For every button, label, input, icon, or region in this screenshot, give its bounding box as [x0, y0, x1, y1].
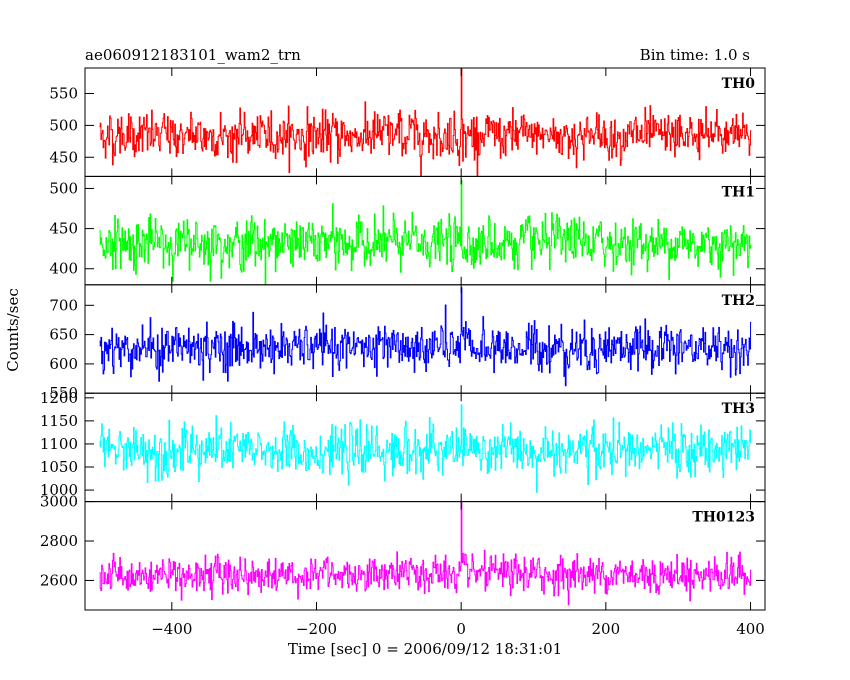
- y-tick-label: 500: [49, 179, 78, 197]
- panel-name-label: TH0123: [692, 510, 755, 526]
- x-tick-label: 400: [736, 620, 765, 638]
- y-tick-label: 1050: [40, 458, 78, 476]
- chart-title: ae060912183101_wam2_trn: [85, 46, 301, 64]
- panel-name-label: TH1: [722, 184, 755, 200]
- series-line-th2: [99, 287, 752, 387]
- panel-frame: [84, 501, 766, 611]
- y-tick-label: 2800: [40, 532, 78, 550]
- y-tick-label: 650: [49, 326, 78, 344]
- bin-time-label: Bin time: 1.0 s: [640, 46, 750, 64]
- panel-frame: [84, 67, 766, 177]
- y-tick-label: 550: [49, 85, 78, 103]
- panel-th0123: 2600 2800 3000 TH0123: [40, 493, 766, 611]
- x-tick-label: −400: [151, 620, 192, 638]
- y-tick-label: 500: [49, 116, 78, 134]
- y-tick-label: 450: [49, 220, 78, 238]
- panel-th3: 1000 1050 1100 1150 1200 TH3: [40, 389, 766, 503]
- series-line-th0: [99, 68, 752, 177]
- y-tick-label: 3000: [40, 493, 78, 511]
- y-tick-label: 700: [49, 296, 78, 314]
- panel-name-label: TH3: [722, 401, 755, 417]
- panel-frame: [84, 284, 766, 394]
- x-tick-label: 0: [456, 620, 466, 638]
- y-tick-label: 600: [49, 355, 78, 373]
- x-tick-label: −200: [296, 620, 337, 638]
- panel-th1: 400 450 500 TH1: [49, 175, 766, 286]
- x-tick-label: 200: [592, 620, 621, 638]
- series-line-th1: [99, 179, 752, 285]
- panels-group: 450 500 550 TH0 400 450 500 TH1 550 600 650 700 TH2 1…: [40, 67, 766, 638]
- y-tick-label: 550: [49, 384, 78, 402]
- y-tick-label: 1000: [40, 481, 78, 499]
- panel-name-label: TH0: [722, 76, 756, 92]
- y-tick-label: 1100: [40, 435, 78, 453]
- series-line-th3: [99, 404, 752, 493]
- series-line-th0123: [99, 501, 752, 606]
- y-tick-label: 1150: [40, 412, 78, 430]
- y-tick-label: 2600: [40, 571, 78, 589]
- panel-name-label: TH2: [722, 293, 755, 309]
- x-axis-title: Time [sec] 0 = 2006/09/12 18:31:01: [288, 640, 562, 658]
- y-tick-label: 400: [49, 260, 78, 278]
- y-tick-label: 1200: [40, 389, 78, 407]
- y-tick-label: 450: [49, 148, 78, 166]
- panel-th2: 550 600 650 700 TH2: [49, 284, 766, 402]
- y-axis-title: Counts/sec: [4, 288, 22, 372]
- panel-th0: 450 500 550 TH0: [49, 67, 766, 177]
